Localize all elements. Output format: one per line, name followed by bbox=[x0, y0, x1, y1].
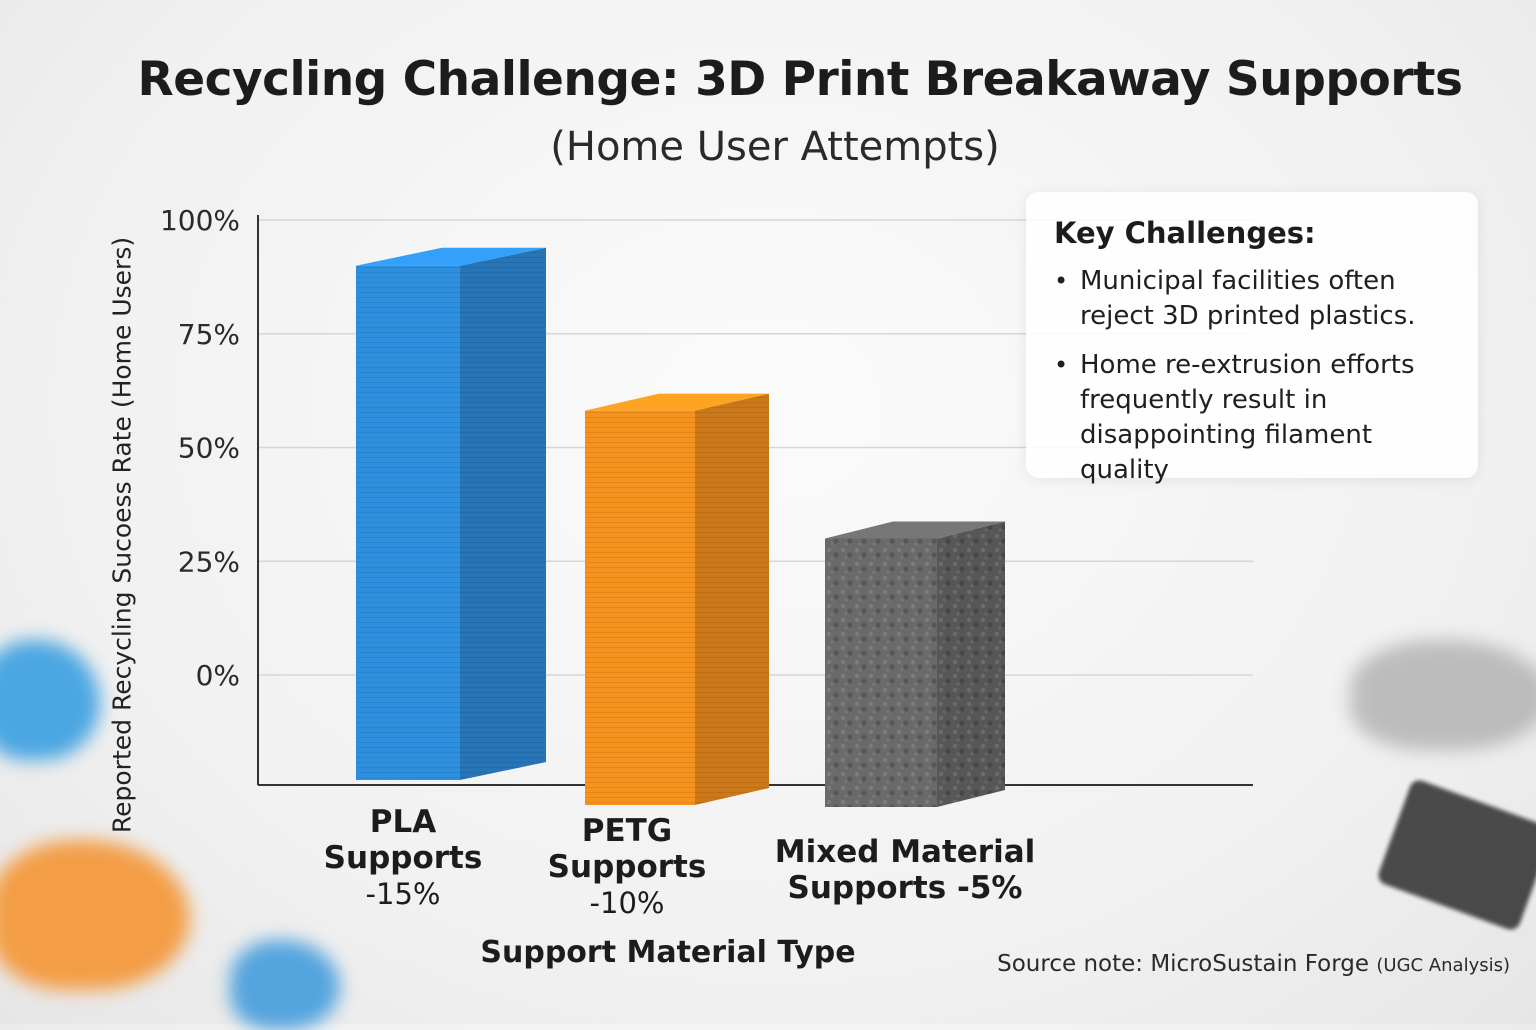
source-note: Source note: MicroSustain Forge (UGC Ana… bbox=[997, 951, 1510, 977]
bar-texture bbox=[825, 538, 937, 807]
key-challenges-title: Key Challenges: bbox=[1054, 216, 1316, 250]
category-label: -10% bbox=[590, 886, 665, 920]
category-label: PETG bbox=[582, 813, 673, 849]
bar-side-texture bbox=[460, 247, 546, 780]
bar-side-texture bbox=[695, 393, 769, 805]
source-main: Source note: MicroSustain Forge bbox=[997, 951, 1370, 977]
category-label: Supports bbox=[548, 849, 707, 885]
key-challenges-panel: Key Challenges: Municipal facilities oft… bbox=[1026, 192, 1478, 485]
y-tick-label: 75% bbox=[178, 318, 240, 351]
key-challenges-list: Municipal facilities often reject 3D pri… bbox=[1054, 264, 1458, 488]
bar bbox=[356, 247, 546, 780]
y-tick-label: 25% bbox=[178, 545, 240, 578]
category-label: Mixed Material bbox=[775, 834, 1036, 870]
challenge-item: Municipal facilities often reject 3D pri… bbox=[1054, 264, 1458, 334]
category-label: -15% bbox=[366, 877, 441, 911]
y-tick-label: 0% bbox=[196, 659, 240, 692]
orange-filament-scrap bbox=[0, 840, 190, 990]
category-label: Supports -5% bbox=[788, 870, 1023, 906]
chart-title: Recycling Challenge: 3D Print Breakaway … bbox=[137, 52, 1463, 107]
x-axis-label: Support Material Type bbox=[480, 935, 856, 970]
bar-top-face bbox=[825, 521, 1005, 539]
category-label: PLA bbox=[370, 804, 436, 840]
bar-top-face bbox=[585, 393, 769, 411]
bar-texture bbox=[585, 410, 695, 805]
bar-top-face bbox=[356, 247, 546, 266]
category-label: Supports bbox=[324, 840, 483, 876]
blue-filament-scrap-left bbox=[0, 640, 100, 760]
y-tick-label: 50% bbox=[178, 432, 240, 465]
blue-filament-scrap-bottom bbox=[230, 940, 340, 1030]
source-annotation: (UGC Analysis) bbox=[1376, 955, 1510, 976]
bar bbox=[825, 521, 1005, 807]
bar bbox=[585, 393, 769, 805]
challenge-item: Home re-extrusion efforts frequently res… bbox=[1054, 348, 1458, 488]
chart-subtitle: (Home User Attempts) bbox=[550, 124, 1000, 170]
bar-texture bbox=[356, 265, 460, 780]
gray-filament-scrap bbox=[1350, 640, 1536, 750]
y-tick-label: 100% bbox=[160, 204, 240, 237]
bar-side-texture bbox=[937, 521, 1005, 807]
